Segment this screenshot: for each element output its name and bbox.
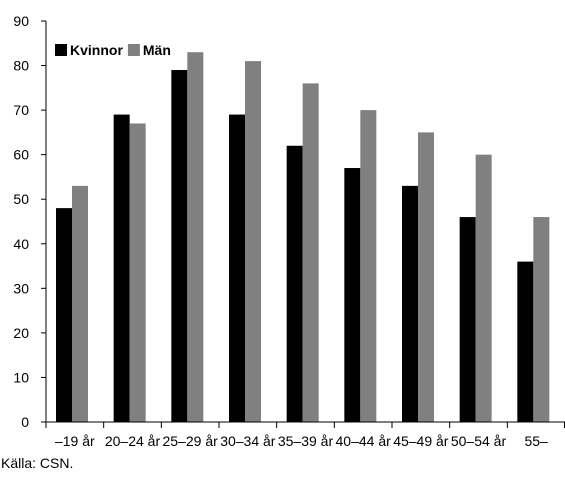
- y-tick-label: 20: [13, 325, 29, 341]
- bar-kvinnor-1: [113, 114, 130, 423]
- bar-kvinnor-4: [286, 145, 303, 422]
- bar-kvinnor-0: [56, 208, 72, 422]
- y-tick-label: 50: [13, 191, 29, 207]
- x-tick-label: 55–: [524, 433, 548, 449]
- bar-kvinnor-5: [344, 168, 361, 422]
- x-tick-label: 35–39 år: [278, 433, 334, 449]
- bar-m-n-6: [418, 132, 434, 422]
- y-axis: 0 10 20 30 40 50 60 70 80 90: [13, 13, 47, 430]
- bar-m-n-5: [360, 110, 377, 422]
- bar-m-n-7: [475, 154, 492, 422]
- x-tick-label: 50–54 år: [451, 433, 507, 449]
- x-tick-label: 20–24 år: [105, 433, 161, 449]
- legend-label: Män: [143, 42, 171, 58]
- bar-m-n-4: [302, 83, 319, 422]
- x-tick-label: 30–34 år: [220, 433, 276, 449]
- bar-m-n-0: [72, 185, 88, 422]
- y-tick-label: 0: [21, 414, 29, 430]
- y-tick-label: 80: [13, 58, 29, 74]
- legend: Kvinnor Män: [55, 42, 171, 58]
- legend-label: Kvinnor: [70, 42, 123, 58]
- bar-m-n-3: [245, 61, 261, 422]
- x-tick-label: 25–29 år: [163, 433, 219, 449]
- bar-m-n-1: [129, 123, 146, 422]
- bar-m-n-2: [187, 52, 204, 422]
- x-tick-label: 40–44 år: [336, 433, 392, 449]
- y-tick-label: 40: [13, 236, 29, 252]
- x-axis: –19 år 20–24 år 25–29 år 30–34 år 35–39 år 40…: [45, 421, 565, 449]
- legend-swatch: [55, 44, 67, 56]
- bar-kvinnor-3: [229, 114, 245, 423]
- bars: [56, 52, 550, 423]
- x-tick-label: –19 år: [55, 433, 95, 449]
- legend-swatch: [127, 44, 140, 56]
- y-tick-label: 90: [13, 13, 29, 29]
- bar-kvinnor-7: [459, 217, 476, 422]
- y-tick-label: 70: [13, 102, 29, 118]
- bar-kvinnor-2: [171, 70, 188, 422]
- y-tick-label: 30: [13, 280, 29, 296]
- bar-kvinnor-6: [402, 185, 418, 422]
- y-tick-label: 10: [13, 369, 29, 385]
- source-note: Källa: CSN.: [1, 455, 74, 471]
- bar-m-n-8: [533, 217, 550, 422]
- bar-kvinnor-8: [517, 261, 534, 422]
- y-tick-label: 60: [13, 147, 29, 163]
- x-tick-label: 45–49 år: [393, 433, 449, 449]
